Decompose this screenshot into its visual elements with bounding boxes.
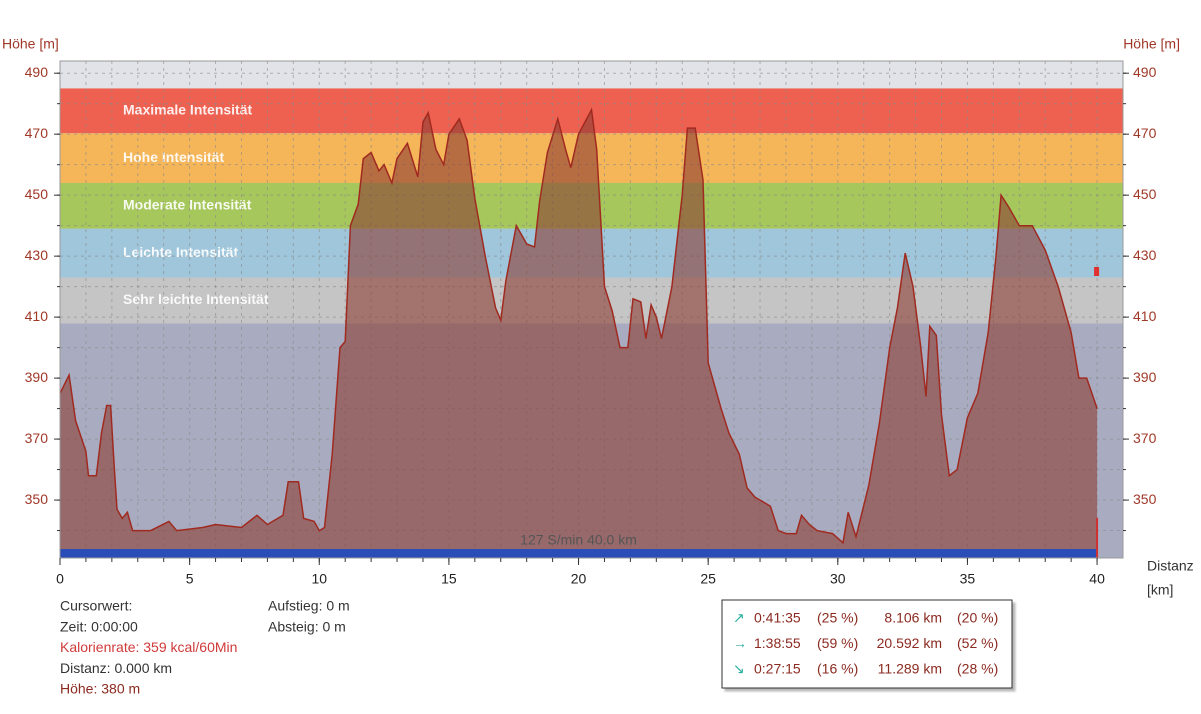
x-tick-label: 10	[311, 571, 327, 587]
stats-cell: 11.289 km	[878, 661, 942, 677]
plot-border	[59, 60, 1124, 559]
stats-icon: ↗	[733, 610, 745, 626]
y2-axis-title: Höhe [m]	[1123, 36, 1180, 52]
x-tick-label: 40	[1089, 571, 1105, 587]
y-tick-label: 470	[25, 125, 49, 141]
y-tick-label: 390	[25, 369, 49, 385]
y2-tick-label: 470	[1133, 125, 1157, 141]
x-axis-title: Distanz	[1147, 558, 1194, 574]
y-tick-label: 450	[25, 186, 49, 202]
stats-icon: ↘	[733, 661, 745, 677]
y2-tick-label: 430	[1133, 247, 1157, 263]
stats-cell: (59 %)	[817, 635, 858, 651]
y2-tick-label: 410	[1133, 308, 1157, 324]
y-tick-label: 490	[25, 64, 49, 80]
band-label: Maximale Intensität	[123, 102, 252, 118]
stats-cell: (52 %)	[957, 635, 998, 651]
elevation-line	[59, 107, 1098, 545]
y2-tick-label: 370	[1133, 430, 1157, 446]
stats-cell: 1:38:55	[754, 635, 801, 651]
info-text: Kalorienrate: 359 kcal/60Min	[60, 639, 237, 655]
x-axis-title: [km]	[1147, 582, 1173, 598]
y-tick-label: 410	[25, 308, 49, 324]
y2-tick-label: 390	[1133, 369, 1157, 385]
x-tick-label: 35	[960, 571, 976, 587]
stats-cell: 0:41:35	[754, 610, 801, 626]
band-label: Leichte Intensität	[123, 244, 238, 260]
info-text: Absteig: 0 m	[268, 618, 346, 634]
info-text: Zeit: 0:00:00	[60, 618, 138, 634]
y2-tick-label: 490	[1133, 64, 1157, 80]
info-text: Aufstieg: 0 m	[268, 598, 350, 614]
x-tick-label: 25	[700, 571, 716, 587]
stats-cell: 0:27:15	[754, 661, 801, 677]
info-text: Höhe: 380 m	[60, 681, 140, 697]
stats-cell: 20.592 km	[877, 635, 942, 651]
x-tick-label: 30	[830, 571, 846, 587]
band-label: Hohe Intensität	[123, 149, 224, 165]
x-tick-label: 0	[56, 571, 64, 587]
cadence-bar	[60, 549, 1098, 558]
y-tick-label: 350	[25, 491, 49, 507]
y-tick-label: 430	[25, 247, 49, 263]
stats-icon: →	[733, 635, 747, 651]
band-label: Moderate Intensität	[123, 197, 252, 213]
cursor-label: 127 S/min 40.0 km	[520, 532, 637, 548]
stats-box	[721, 599, 1013, 689]
stats-cell: (20 %)	[957, 610, 998, 626]
stats-cell: (16 %)	[817, 661, 858, 677]
stats-cell: 8.106 km	[884, 610, 942, 626]
cursor-marker	[1094, 267, 1100, 276]
stats-cell: (25 %)	[817, 610, 858, 626]
info-text: Distanz: 0.000 km	[60, 660, 172, 676]
y2-tick-label: 350	[1133, 491, 1157, 507]
y-tick-label: 370	[25, 430, 49, 446]
y-axis-title: Höhe [m]	[2, 36, 59, 52]
elevation-area	[60, 109, 1098, 559]
info-text: Cursorwert:	[60, 598, 132, 614]
x-tick-label: 5	[186, 571, 194, 587]
x-tick-label: 20	[571, 571, 587, 587]
x-tick-label: 15	[441, 571, 457, 587]
stats-cell: (28 %)	[957, 661, 998, 677]
y2-tick-label: 450	[1133, 186, 1157, 202]
band-label: Sehr leichte Intensität	[123, 291, 269, 307]
